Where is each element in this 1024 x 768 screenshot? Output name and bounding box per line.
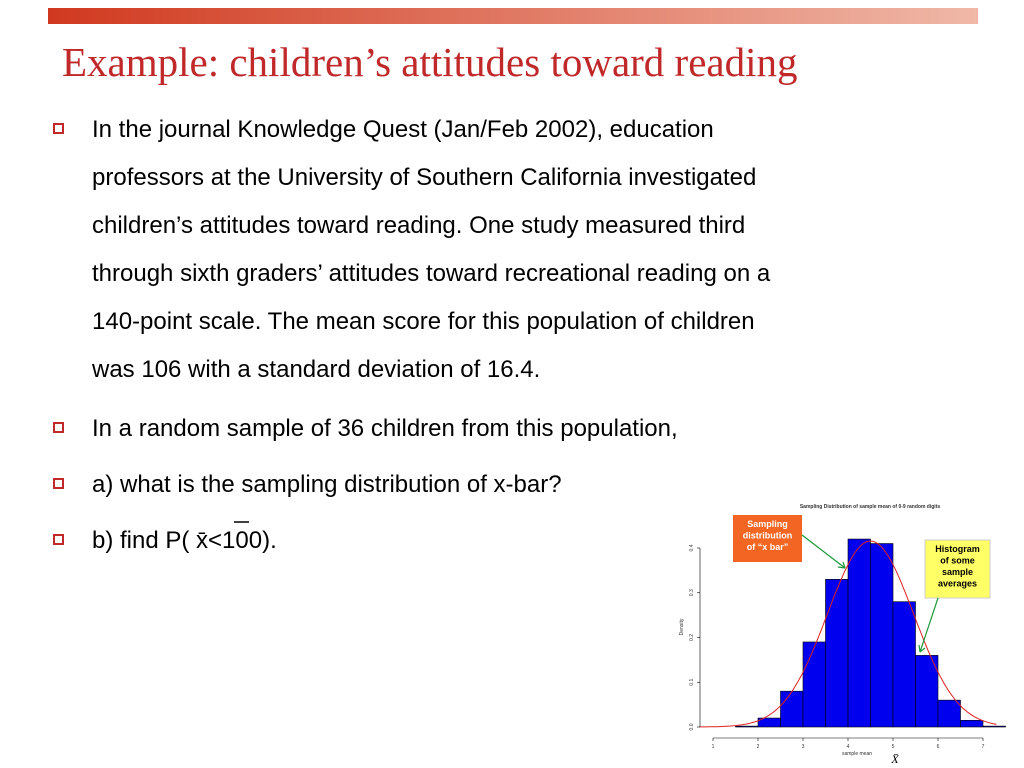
y-tick-label: 0.0 xyxy=(689,723,695,730)
bullet-text: In the journal Knowledge Quest (Jan/Feb … xyxy=(92,116,714,143)
histogram-bar xyxy=(802,641,826,728)
histogram-bar xyxy=(915,655,939,728)
bullet-text: professors at the University of Southern… xyxy=(92,164,756,191)
annotation-text: Sampling xyxy=(747,519,788,529)
annotation-text: of “x bar” xyxy=(747,542,789,552)
annotation-text: Histogram xyxy=(935,544,980,554)
y-tick-label: 0.4 xyxy=(689,544,695,551)
histogram-bar xyxy=(780,690,804,728)
slide-title: Example: children’s attitudes toward rea… xyxy=(62,39,798,85)
chart-title: Sampling Distribution of sample mean of … xyxy=(800,504,941,510)
x-tick-label: 7 xyxy=(982,744,985,750)
y-axis-label: Density xyxy=(679,618,685,635)
bullet-text: through sixth graders’ attitudes toward … xyxy=(92,260,771,287)
y-tick-label: 0.3 xyxy=(689,589,695,596)
arrow xyxy=(918,597,939,653)
histogram-bar xyxy=(870,543,894,728)
y-tick-label: 0.2 xyxy=(689,634,695,641)
histogram-bar xyxy=(847,538,871,728)
histogram-bar xyxy=(735,725,759,728)
histogram-bar xyxy=(982,725,1006,728)
bullet-marker xyxy=(53,478,64,489)
x-tick-label: 5 xyxy=(892,744,895,750)
bullet-marker xyxy=(53,534,64,545)
chart: Sampling Distribution of sample mean of … xyxy=(679,504,1006,766)
bullets: In the journal Knowledge Quest (Jan/Feb … xyxy=(53,116,771,554)
x-tick-label: 6 xyxy=(937,744,940,750)
y-tick-label: 0.1 xyxy=(689,679,695,686)
x-tick-label: 1 xyxy=(712,744,715,750)
bullet-text: children’s attitudes toward reading. One… xyxy=(92,212,745,239)
histogram-bar xyxy=(937,699,961,728)
bullet-marker xyxy=(53,123,64,134)
annotation-box xyxy=(924,539,991,599)
top-bar xyxy=(48,8,978,24)
arrow xyxy=(801,534,846,569)
histogram-bar xyxy=(825,579,849,728)
histogram-bar xyxy=(892,601,916,728)
bullet-text: b) find P( x̄<100). xyxy=(92,527,277,554)
x-axis-symbol: X̄ xyxy=(890,752,899,766)
annotation-box xyxy=(733,515,802,562)
x-axis-label: sample mean xyxy=(842,751,872,757)
histogram-bar xyxy=(960,719,984,728)
x-tick-label: 4 xyxy=(847,744,850,750)
annotation-text: of some xyxy=(940,556,975,566)
bullet-text: 140-point scale. The mean score for this… xyxy=(92,308,755,335)
bullet-text: In a random sample of 36 children from t… xyxy=(92,415,678,442)
x-tick-label: 2 xyxy=(757,744,760,750)
bullet-marker xyxy=(53,422,64,433)
annotation-text: sample xyxy=(942,567,973,577)
density-curve xyxy=(699,540,997,728)
bullet-text: a) what is the sampling distribution of … xyxy=(92,471,562,498)
bullet-text: was 106 with a standard deviation of 16.… xyxy=(91,356,540,383)
x-tick-label: 3 xyxy=(802,744,805,750)
annotation-text: averages xyxy=(938,579,977,589)
annotation-text: distribution xyxy=(743,531,793,541)
